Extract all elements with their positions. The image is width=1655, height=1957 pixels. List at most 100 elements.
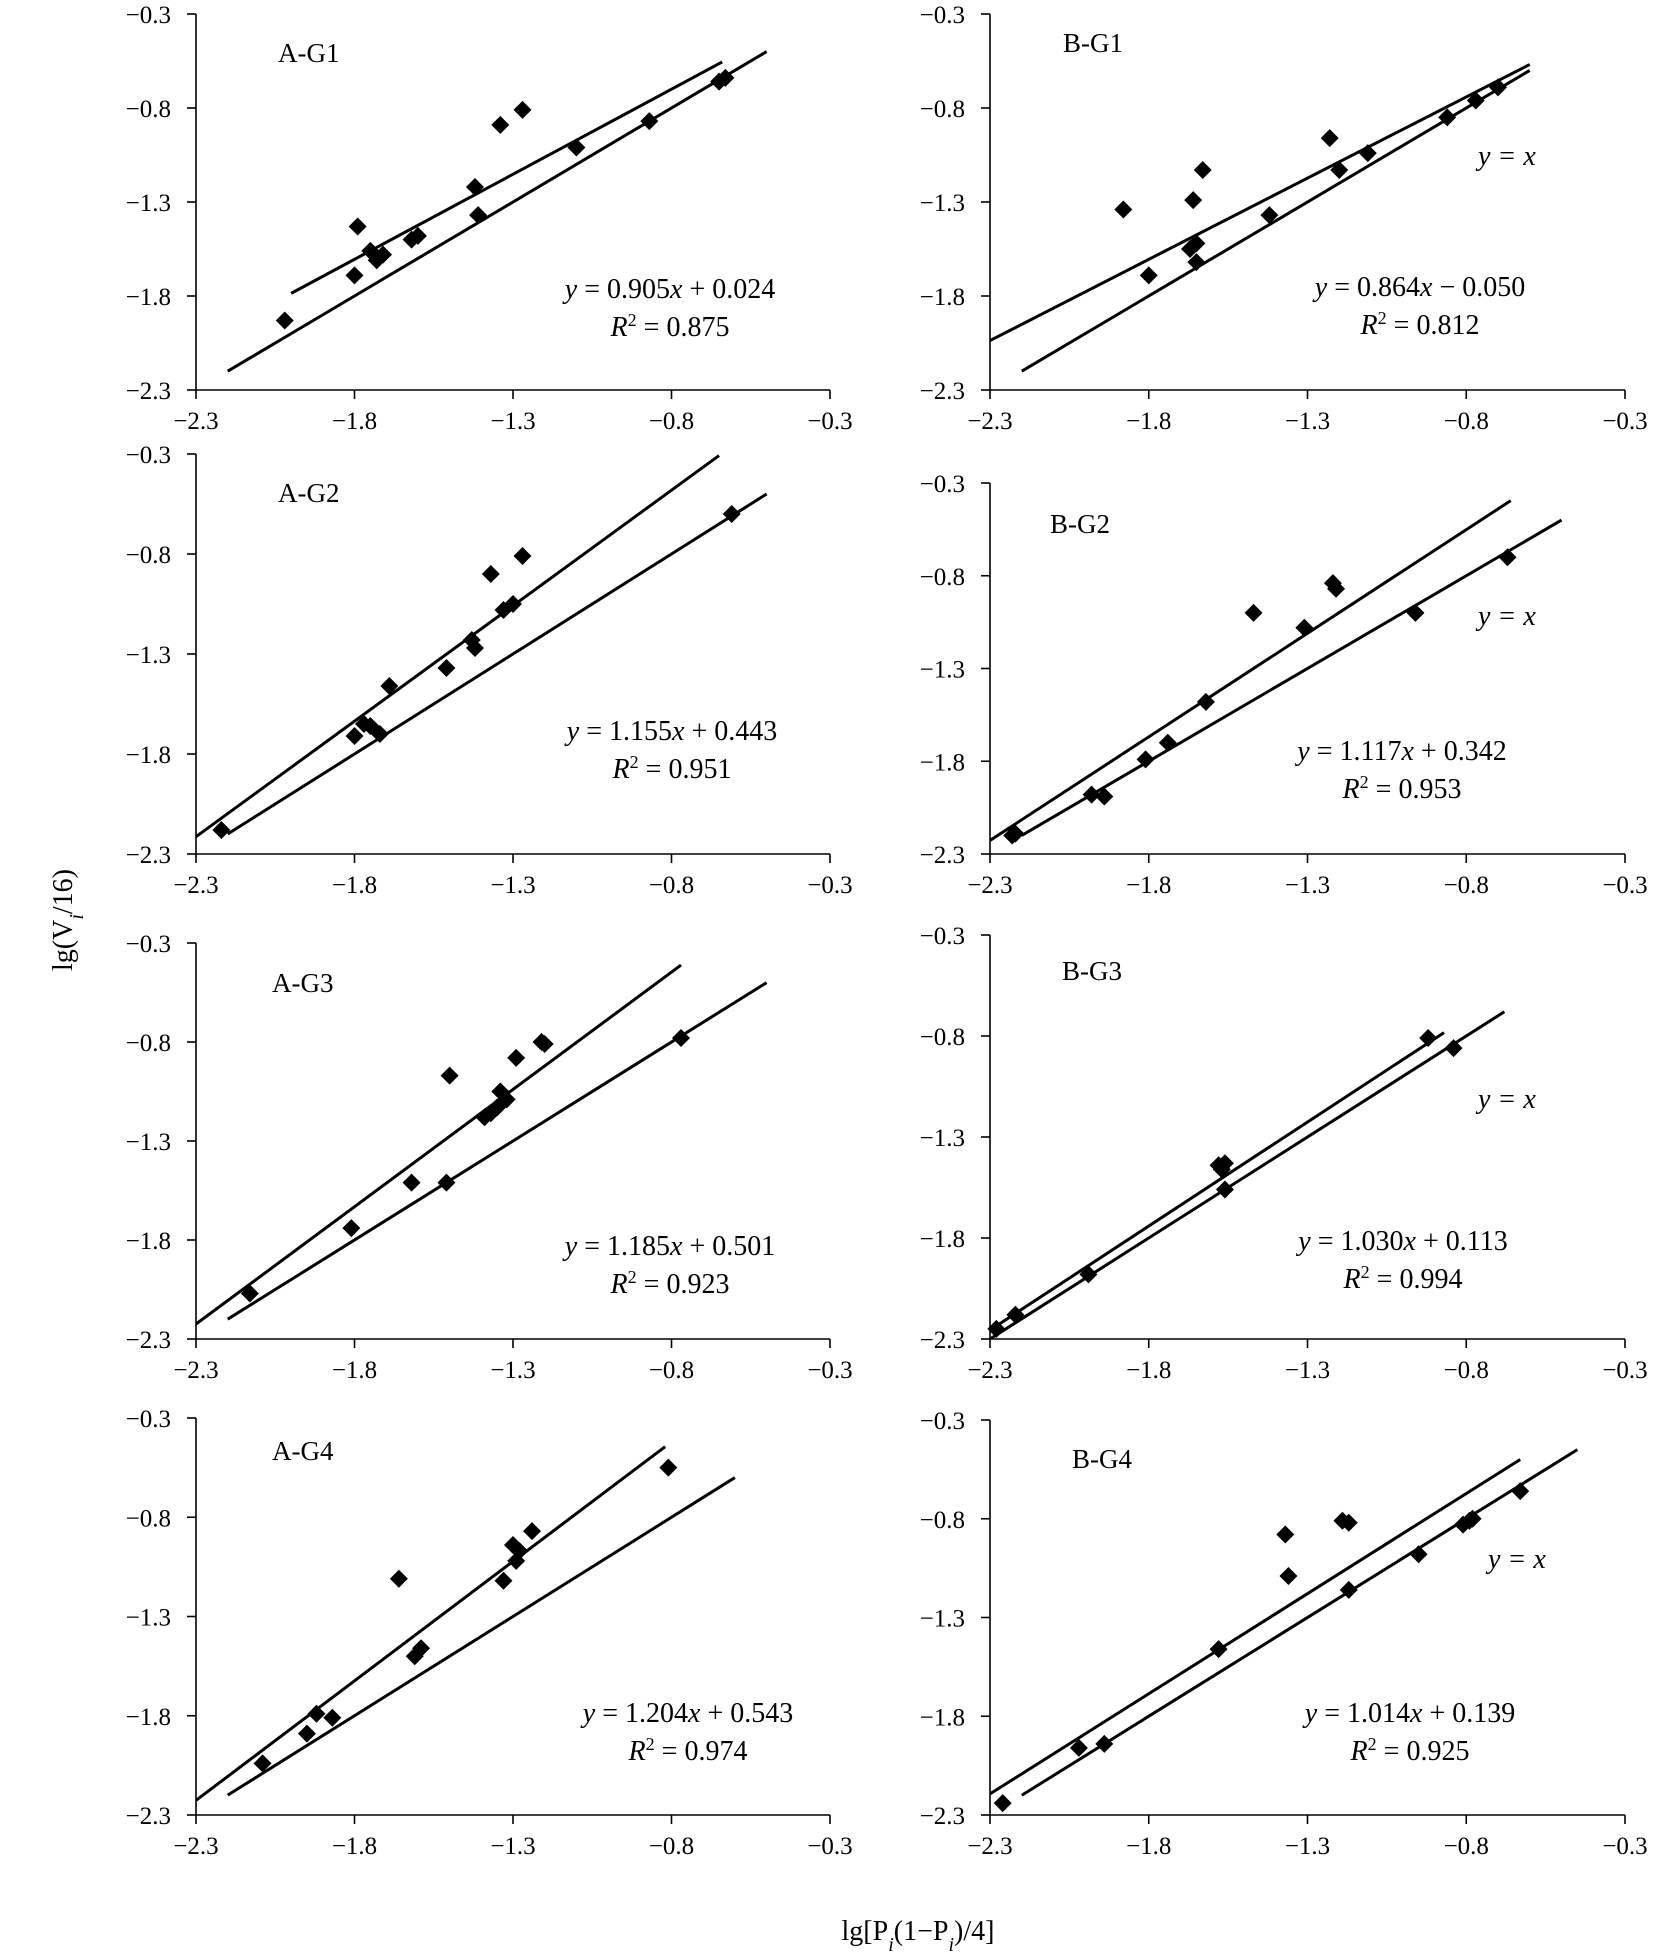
data-point — [1444, 1039, 1463, 1058]
x-tick-label: −0.3 — [807, 408, 852, 435]
data-point — [380, 677, 399, 695]
data-point — [1466, 91, 1485, 110]
data-point — [1409, 1545, 1428, 1564]
chart-panel-a-g3: −0.3 −0.8 −1.3 −1.8 −2.3−2.3 −1.8 −1.3 −0.8 −0.3… — [126, 931, 853, 1384]
data-point — [1136, 750, 1155, 769]
x-tick-label: −1.3 — [490, 872, 535, 899]
data-point — [323, 1708, 342, 1727]
data-point — [523, 1522, 542, 1541]
data-point — [1209, 1640, 1228, 1659]
panel-label: B-G4 — [1072, 1444, 1132, 1474]
y-tick-label: −1.3 — [126, 642, 171, 669]
chart-panel-a-g4: −0.3 −0.8 −1.3 −1.8 −2.3−2.3 −1.8 −1.3 −0.8 −0.3… — [126, 1406, 853, 1860]
x-tick-label: −0.8 — [1444, 1357, 1489, 1384]
x-axis-title: lg[Pi(1−Pi)/4] — [842, 1916, 995, 1956]
data-point — [437, 659, 456, 677]
regression-equation: y = 0.905x + 0.024 — [562, 274, 775, 305]
chart-panel-b-g1: −0.3 −0.8 −1.3 −1.8 −2.3−2.3 −1.8 −1.3 −0.8 −0.3… — [920, 2, 1648, 435]
regression-line — [990, 1458, 1522, 1796]
x-tick-label: −2.3 — [173, 1833, 218, 1860]
x-tick-label: −1.8 — [332, 408, 377, 435]
data-point — [1511, 1482, 1530, 1501]
y-tick-label: −2.3 — [126, 378, 171, 405]
y-tick-label: −2.3 — [920, 1327, 965, 1354]
data-point — [1184, 191, 1203, 210]
chart-panel-b-g4: −0.3 −0.8 −1.3 −1.8 −2.3−2.3 −1.8 −1.3 −0.8 −0.3… — [920, 1408, 1648, 1860]
x-tick-label: −0.8 — [1444, 1833, 1489, 1860]
y-tick-label: −0.8 — [920, 564, 965, 591]
x-tick-label: −0.3 — [1602, 408, 1647, 435]
data-point — [253, 1754, 272, 1773]
regression-equation: y = 1.117x + 0.342 — [1294, 736, 1506, 767]
x-tick-label: −2.3 — [967, 408, 1012, 435]
y-tick-label: −0.3 — [126, 931, 171, 958]
y-tick-label: −1.8 — [920, 284, 965, 311]
data-point — [1187, 253, 1206, 272]
data-point — [1139, 266, 1158, 285]
data-point — [307, 1704, 326, 1723]
regression-line — [990, 63, 1531, 342]
y-tick-label: −0.3 — [126, 2, 171, 29]
data-point — [1069, 1738, 1088, 1757]
data-point — [1079, 1265, 1098, 1284]
data-point — [1006, 824, 1025, 843]
regression-equation: y = 1.204x + 0.543 — [580, 1698, 793, 1729]
y-tick-label: −0.8 — [920, 96, 965, 123]
data-point — [465, 177, 484, 196]
x-tick-label: −1.8 — [332, 872, 377, 899]
data-point — [1215, 1180, 1234, 1199]
data-point — [1095, 787, 1114, 806]
x-tick-label: −0.8 — [649, 1357, 694, 1384]
data-point — [1320, 129, 1339, 148]
data-point — [1489, 78, 1507, 97]
identity-line-label: y = x — [1475, 601, 1536, 632]
y-tick-label: −0.3 — [920, 471, 965, 498]
y-tick-label: −1.8 — [126, 742, 171, 769]
r-squared: R2 = 0.925 — [1350, 1734, 1470, 1767]
data-point — [465, 639, 484, 657]
data-point — [1295, 618, 1314, 637]
chart-panel-a-g2: −0.3 −0.8 −1.3 −1.8 −2.3−2.3 −1.8 −1.3 −0.8 −0.3… — [126, 442, 853, 899]
y-tick-label: −1.8 — [126, 284, 171, 311]
y-tick-label: −1.3 — [126, 1605, 171, 1632]
data-point — [1279, 1567, 1298, 1586]
y-tick-label: −0.3 — [126, 442, 171, 469]
panel-label: B-G3 — [1062, 956, 1122, 986]
r-squared: R2 = 0.875 — [610, 310, 730, 343]
x-tick-label: −1.3 — [1285, 872, 1330, 899]
panel-label: A-G3 — [272, 968, 334, 998]
regression-line — [290, 60, 723, 295]
data-point — [507, 1048, 526, 1067]
y-tick-label: −0.3 — [920, 923, 965, 950]
data-point — [672, 1029, 691, 1048]
data-point — [342, 1219, 361, 1238]
data-point — [510, 1541, 529, 1560]
data-point — [1215, 1154, 1234, 1173]
data-point — [345, 266, 364, 285]
y-tick-label: −0.3 — [920, 1408, 965, 1435]
y-tick-label: −1.3 — [920, 190, 965, 217]
x-tick-label: −0.3 — [807, 872, 852, 899]
x-tick-label: −0.8 — [1444, 872, 1489, 899]
x-tick-label: −1.8 — [1126, 408, 1171, 435]
identity-line-label: y = x — [1475, 141, 1536, 172]
identity-line-label: y = x — [1475, 1084, 1536, 1115]
y-tick-label: −1.3 — [920, 657, 965, 684]
x-tick-label: −1.3 — [490, 408, 535, 435]
data-point — [535, 1034, 554, 1053]
data-point — [494, 1571, 513, 1590]
y-tick-label: −2.3 — [126, 842, 171, 869]
y-tick-label: −0.8 — [920, 1507, 965, 1534]
y-tick-label: −0.3 — [920, 2, 965, 29]
y-tick-label: −1.3 — [126, 1129, 171, 1156]
data-point — [1327, 579, 1346, 598]
data-point — [1406, 603, 1425, 622]
regression-line — [196, 1445, 667, 1802]
r-squared: R2 = 0.923 — [610, 1267, 730, 1300]
y-tick-label: −2.3 — [126, 1327, 171, 1354]
data-point — [275, 311, 294, 330]
x-tick-label: −2.3 — [173, 872, 218, 899]
x-tick-label: −1.8 — [1126, 1357, 1171, 1384]
y-tick-label: −1.8 — [126, 1704, 171, 1731]
